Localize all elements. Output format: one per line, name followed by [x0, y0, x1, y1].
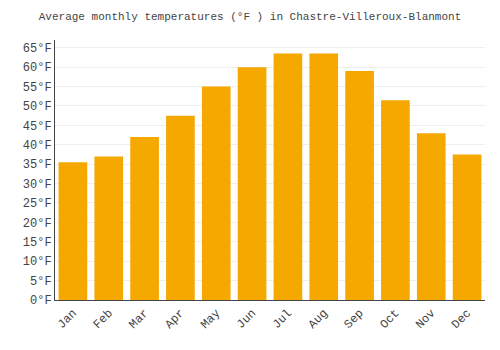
svg-text:0°F: 0°F [30, 294, 52, 308]
svg-text:Feb: Feb [91, 307, 116, 332]
svg-text:25°F: 25°F [23, 197, 52, 211]
svg-text:50°F: 50°F [23, 100, 52, 114]
svg-text:15°F: 15°F [23, 236, 52, 250]
svg-text:35°F: 35°F [23, 158, 52, 172]
svg-text:10°F: 10°F [23, 255, 52, 269]
svg-text:Average monthly temperatures (: Average monthly temperatures (°F ) in Ch… [39, 11, 461, 23]
svg-text:Jan: Jan [55, 307, 80, 332]
svg-text:Dec: Dec [449, 307, 474, 332]
svg-text:Nov: Nov [413, 307, 438, 332]
svg-text:30°F: 30°F [23, 178, 52, 192]
svg-text:60°F: 60°F [23, 61, 52, 75]
svg-text:Sep: Sep [341, 307, 366, 332]
svg-text:Aug: Aug [306, 307, 331, 332]
svg-text:May: May [198, 307, 223, 332]
svg-text:5°F: 5°F [30, 275, 52, 289]
svg-text:Mar: Mar [126, 307, 151, 332]
svg-text:55°F: 55°F [23, 81, 52, 95]
svg-text:40°F: 40°F [23, 139, 52, 153]
svg-text:45°F: 45°F [23, 120, 52, 134]
svg-text:65°F: 65°F [23, 42, 52, 56]
svg-text:Oct: Oct [377, 307, 402, 332]
svg-text:Apr: Apr [162, 307, 187, 332]
svg-text:Jul: Jul [270, 307, 295, 332]
svg-text:Jun: Jun [234, 307, 259, 332]
svg-text:20°F: 20°F [23, 217, 52, 231]
